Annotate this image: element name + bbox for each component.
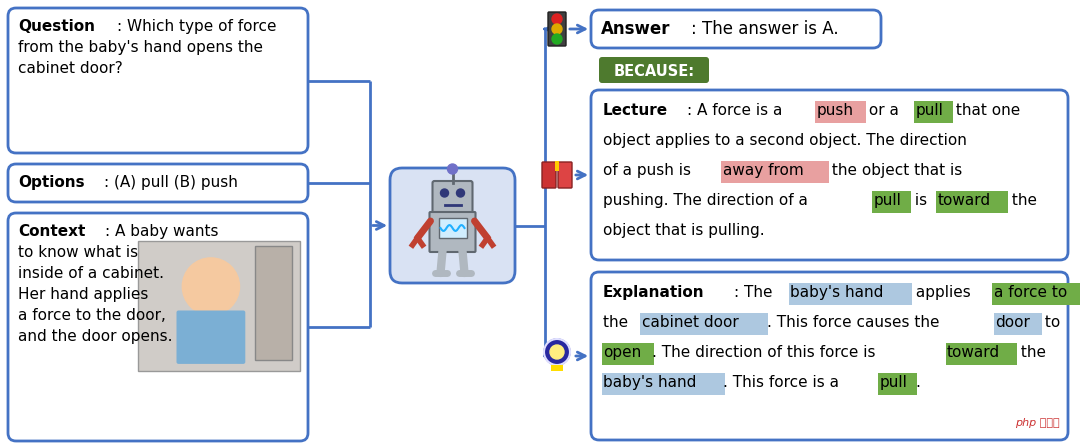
Circle shape <box>552 14 562 24</box>
Text: of a push is: of a push is <box>603 163 696 178</box>
Text: Context: Context <box>18 224 85 239</box>
Text: cabinet door?: cabinet door? <box>18 61 123 76</box>
Text: Her hand applies: Her hand applies <box>18 287 148 302</box>
FancyBboxPatch shape <box>591 90 1068 260</box>
Circle shape <box>552 24 562 34</box>
Circle shape <box>447 164 458 174</box>
FancyBboxPatch shape <box>176 310 245 364</box>
FancyBboxPatch shape <box>945 343 1017 365</box>
FancyBboxPatch shape <box>914 100 953 123</box>
Text: away from: away from <box>723 163 804 178</box>
Text: is: is <box>909 193 932 208</box>
FancyBboxPatch shape <box>432 181 473 213</box>
FancyBboxPatch shape <box>542 162 556 188</box>
FancyBboxPatch shape <box>555 161 559 171</box>
FancyBboxPatch shape <box>591 10 881 48</box>
Text: php 中文网: php 中文网 <box>1015 418 1059 428</box>
FancyBboxPatch shape <box>558 162 572 188</box>
FancyBboxPatch shape <box>548 12 566 46</box>
Text: Question: Question <box>18 19 95 34</box>
Text: open: open <box>603 345 642 360</box>
FancyBboxPatch shape <box>602 343 653 365</box>
Text: baby's hand: baby's hand <box>791 285 883 300</box>
FancyBboxPatch shape <box>599 57 708 83</box>
FancyBboxPatch shape <box>430 212 475 252</box>
Text: Explanation: Explanation <box>603 285 704 300</box>
Text: from the baby's hand opens the: from the baby's hand opens the <box>18 40 264 55</box>
Text: a force to the door,: a force to the door, <box>18 308 166 323</box>
FancyBboxPatch shape <box>390 168 515 283</box>
Text: .: . <box>916 375 920 390</box>
FancyBboxPatch shape <box>8 164 308 202</box>
Text: : A baby wants: : A baby wants <box>105 224 218 239</box>
Text: pull: pull <box>916 103 943 118</box>
Text: cabinet door: cabinet door <box>642 315 739 330</box>
Text: : A force is a: : A force is a <box>687 103 787 118</box>
Text: baby's hand: baby's hand <box>603 375 697 390</box>
Text: that one: that one <box>951 103 1021 118</box>
Text: pull: pull <box>879 375 907 390</box>
Circle shape <box>550 345 564 359</box>
Text: : Which type of force: : Which type of force <box>118 19 276 34</box>
Text: the: the <box>1015 345 1045 360</box>
Text: : (A) pull (B) push: : (A) pull (B) push <box>104 175 238 190</box>
Circle shape <box>544 339 570 365</box>
Text: push: push <box>816 103 853 118</box>
Text: applies: applies <box>910 285 975 300</box>
Text: door: door <box>996 315 1030 330</box>
FancyBboxPatch shape <box>721 161 828 183</box>
Text: toward: toward <box>939 193 991 208</box>
Text: BECAUSE:: BECAUSE: <box>613 63 694 78</box>
FancyBboxPatch shape <box>788 282 913 305</box>
Text: the object that is: the object that is <box>827 163 962 178</box>
Circle shape <box>183 258 240 315</box>
Text: Options: Options <box>18 175 84 190</box>
Circle shape <box>552 34 562 44</box>
Text: . This force is a: . This force is a <box>724 375 845 390</box>
FancyBboxPatch shape <box>640 313 768 335</box>
FancyBboxPatch shape <box>936 190 1008 213</box>
Text: . The direction of this force is: . The direction of this force is <box>652 345 880 360</box>
Text: inside of a cabinet.: inside of a cabinet. <box>18 266 164 281</box>
Text: pushing. The direction of a: pushing. The direction of a <box>603 193 813 208</box>
FancyBboxPatch shape <box>873 190 912 213</box>
Text: the: the <box>603 315 633 330</box>
Text: a force to: a force to <box>994 285 1067 300</box>
Text: pull: pull <box>874 193 902 208</box>
Text: Answer: Answer <box>600 20 671 38</box>
Circle shape <box>544 339 570 365</box>
FancyBboxPatch shape <box>438 218 467 238</box>
Text: to: to <box>1040 315 1061 330</box>
Text: to know what is: to know what is <box>18 245 138 260</box>
FancyBboxPatch shape <box>878 372 917 395</box>
FancyBboxPatch shape <box>994 313 1042 335</box>
FancyBboxPatch shape <box>8 8 308 153</box>
FancyBboxPatch shape <box>8 213 308 441</box>
FancyBboxPatch shape <box>993 282 1080 305</box>
Text: object applies to a second object. The direction: object applies to a second object. The d… <box>603 133 967 148</box>
FancyBboxPatch shape <box>255 246 292 360</box>
Circle shape <box>457 189 464 197</box>
FancyBboxPatch shape <box>602 372 725 395</box>
Text: . This force causes the: . This force causes the <box>767 315 944 330</box>
FancyBboxPatch shape <box>591 272 1068 440</box>
Text: toward: toward <box>947 345 1000 360</box>
Circle shape <box>441 189 448 197</box>
Text: the: the <box>1007 193 1037 208</box>
FancyBboxPatch shape <box>551 365 563 371</box>
Text: object that is pulling.: object that is pulling. <box>603 223 765 238</box>
Text: Lecture: Lecture <box>603 103 669 118</box>
Text: : The answer is A.: : The answer is A. <box>691 20 838 38</box>
FancyBboxPatch shape <box>138 241 300 371</box>
FancyBboxPatch shape <box>815 100 866 123</box>
Text: and the door opens.: and the door opens. <box>18 329 173 344</box>
Text: or a: or a <box>864 103 904 118</box>
Text: : The: : The <box>734 285 778 300</box>
